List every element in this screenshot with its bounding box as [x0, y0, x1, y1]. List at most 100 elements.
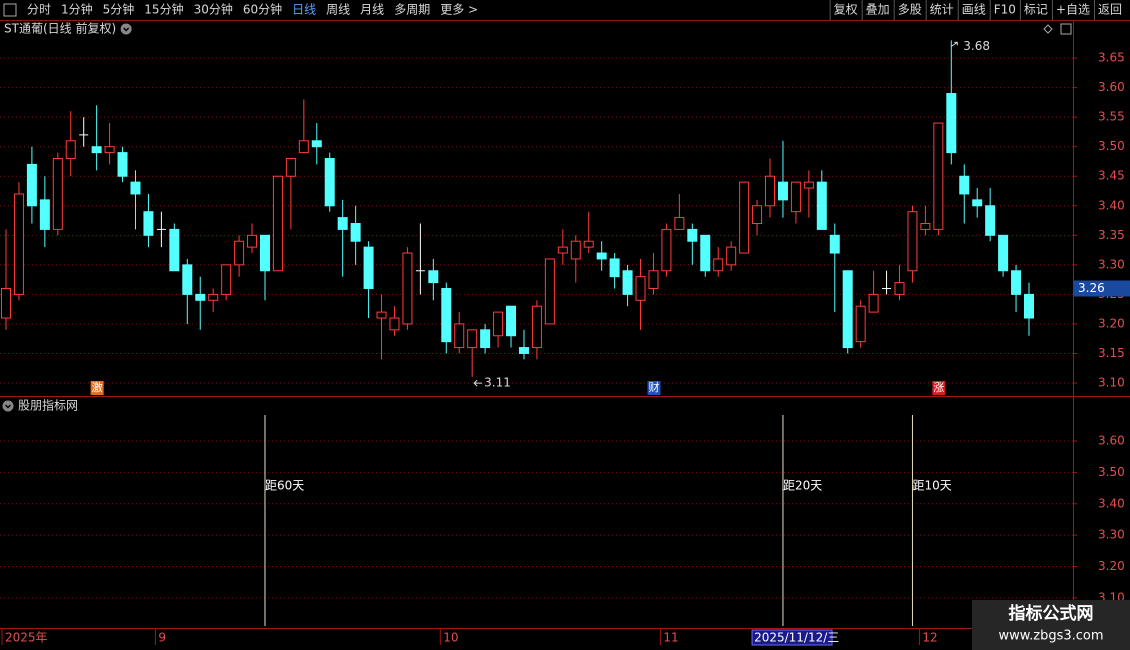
candle-body	[518, 347, 529, 354]
candle-body	[635, 276, 646, 301]
current-price: 3.26	[1078, 281, 1105, 295]
badge	[647, 381, 661, 395]
candle-body	[959, 175, 970, 195]
x-tick-label: 2025/11/12/三	[754, 631, 839, 645]
x-tick-label: 9	[158, 631, 166, 645]
toolbar-button[interactable]: F10	[994, 3, 1016, 17]
high-label: 3.68	[963, 39, 990, 53]
candle-body	[104, 146, 115, 154]
candle-body	[363, 246, 374, 289]
candle-body	[583, 240, 594, 248]
candle-body	[91, 146, 102, 154]
title-menu-icon[interactable]	[120, 23, 132, 35]
toolbar-button[interactable]: 统计	[930, 3, 954, 17]
candle-body	[285, 158, 296, 177]
candle-body	[752, 205, 763, 224]
candle-body	[402, 252, 413, 325]
candle-body	[389, 317, 400, 331]
watermark-url: www.zbgs3.com	[998, 629, 1103, 644]
candle-body	[777, 181, 788, 201]
toolbar-tab[interactable]: 60分钟	[243, 2, 282, 17]
panel-icon[interactable]	[1060, 23, 1072, 35]
candle-body	[182, 264, 193, 295]
candle-body	[790, 181, 801, 213]
candle-body	[143, 211, 154, 236]
y-tick-label: 3.15	[1098, 346, 1125, 360]
toolbar-tab[interactable]: 15分钟	[144, 2, 183, 17]
candle-body	[998, 234, 1009, 272]
candle-body	[985, 205, 996, 236]
candle-body	[570, 240, 581, 260]
candle-body	[622, 270, 633, 295]
y-tick-label: 3.50	[1098, 139, 1125, 153]
toolbar-button[interactable]: 画线	[962, 3, 986, 17]
y-tick-label: 3.20	[1098, 559, 1125, 573]
toolbar-button[interactable]: 标记	[1024, 3, 1048, 17]
candle-body	[713, 258, 724, 272]
toolbar-button[interactable]: 多股	[898, 3, 922, 17]
diamond-icon[interactable]	[1043, 24, 1053, 34]
candle-body	[130, 181, 141, 195]
candle-body	[648, 270, 659, 289]
toolbar-button[interactable]: 返回	[1098, 3, 1122, 17]
candle-body	[1, 287, 11, 319]
y-tick-label: 3.50	[1098, 465, 1125, 479]
toolbar-tab[interactable]: 日线	[292, 3, 316, 17]
toolbar-button[interactable]: +自选	[1056, 3, 1090, 17]
candle-body	[52, 158, 63, 230]
candle-body	[221, 264, 232, 295]
toolbar-button[interactable]: 叠加	[866, 3, 890, 17]
candle-body	[13, 193, 24, 295]
low-label: 3.11	[484, 376, 511, 390]
x-tick-label: 11	[663, 631, 678, 645]
toolbar-button[interactable]: 复权	[834, 3, 858, 17]
candle-body	[26, 163, 37, 207]
candle-body	[700, 234, 711, 272]
toolbar-tab[interactable]: 分时	[27, 3, 51, 17]
toolbar-tab[interactable]: 周线	[326, 3, 350, 17]
y-tick-label: 3.35	[1098, 228, 1125, 242]
candle-body	[726, 246, 737, 266]
toolbar-tab[interactable]: 月线	[360, 3, 384, 17]
signal-label: 距20天	[783, 479, 822, 493]
signal-label: 距10天	[912, 479, 951, 493]
y-tick-label: 3.60	[1098, 80, 1125, 94]
candle-body	[454, 323, 465, 349]
candle-body	[544, 258, 555, 325]
candle-body	[855, 305, 866, 343]
candle-body	[324, 158, 335, 207]
watermark-title: 指标公式网	[1009, 603, 1094, 624]
toolbar-tab[interactable]: 30分钟	[194, 2, 233, 17]
badge-label: 财	[648, 380, 659, 394]
y-tick-label: 3.40	[1098, 496, 1125, 510]
candle-body	[350, 222, 361, 242]
candle-body	[298, 140, 309, 154]
watermark-box	[972, 600, 1130, 650]
indicator-menu-icon[interactable]	[2, 400, 14, 412]
y-tick-label: 3.45	[1098, 169, 1125, 183]
indicator-title: 股朋指标网	[18, 398, 78, 413]
toolbar-tab[interactable]: 更多 >	[440, 3, 478, 17]
candle-body	[557, 246, 568, 254]
candle-body	[816, 181, 827, 230]
candle-body	[907, 211, 918, 272]
y-tick-label: 3.40	[1098, 198, 1125, 212]
menu-icon[interactable]	[3, 3, 17, 17]
toolbar-tab[interactable]: 多周期	[394, 3, 430, 17]
toolbar-tab[interactable]: 1分钟	[61, 2, 93, 17]
chevron	[123, 27, 130, 32]
high-pointer	[951, 41, 958, 47]
candle-body	[868, 293, 879, 313]
y-tick-label: 3.10	[1098, 376, 1125, 390]
candle-body	[208, 293, 219, 301]
y-tick-label: 3.30	[1098, 528, 1125, 542]
badge-label: 激	[92, 380, 103, 394]
chart-title: ST通葡(日线 前复权)	[4, 21, 116, 36]
candle-body	[531, 305, 542, 349]
candle-body	[259, 234, 270, 272]
toolbar-tab[interactable]: 5分钟	[103, 2, 135, 17]
candle-body	[234, 240, 245, 266]
candle-body	[920, 222, 931, 230]
